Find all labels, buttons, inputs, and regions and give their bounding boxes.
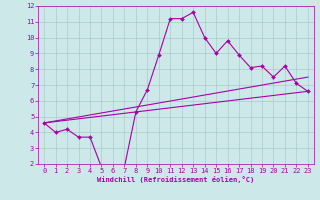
X-axis label: Windchill (Refroidissement éolien,°C): Windchill (Refroidissement éolien,°C) [97,176,255,183]
